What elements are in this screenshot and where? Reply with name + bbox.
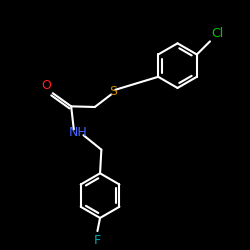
Text: Cl: Cl [211,27,224,40]
Text: NH: NH [68,126,87,139]
Text: F: F [94,234,101,247]
Text: O: O [41,79,51,92]
Text: S: S [109,86,117,98]
